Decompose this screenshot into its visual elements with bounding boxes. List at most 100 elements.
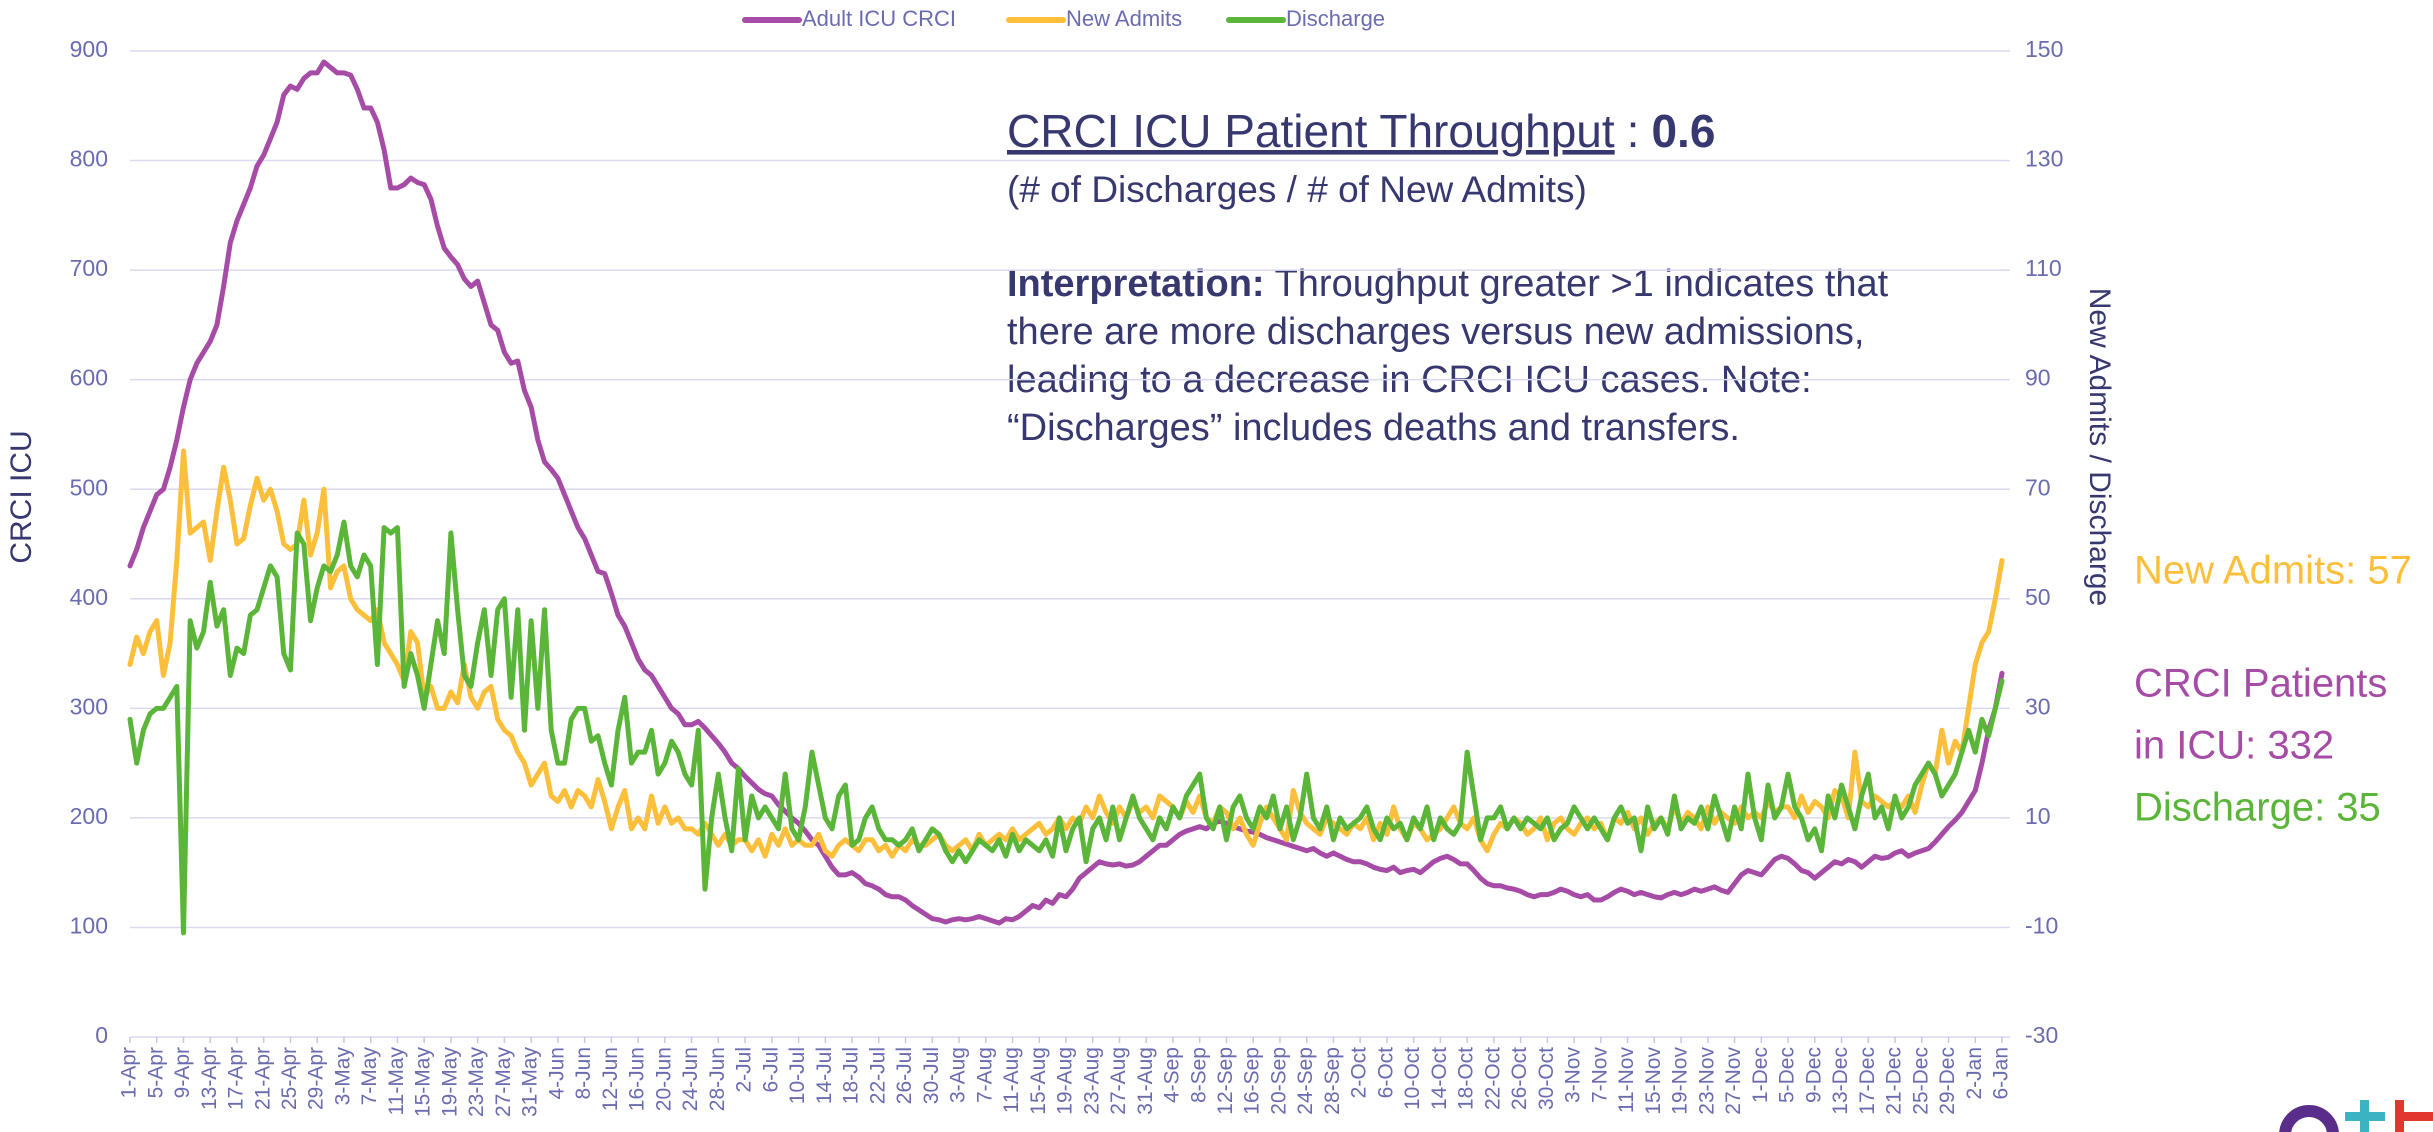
y-tick-label: 300 <box>70 693 108 719</box>
x-tick-label: 20-Jun <box>652 1047 675 1111</box>
y-tick-label: 200 <box>70 803 108 829</box>
x-tick-label: 19-Nov <box>1669 1047 1692 1115</box>
x-tick-label: 15-Nov <box>1642 1047 1665 1115</box>
x-tick-label: 21-Dec <box>1883 1047 1906 1115</box>
x-tick-label: 13-Apr <box>198 1047 221 1110</box>
x-tick-label: 3-Nov <box>1562 1047 1585 1104</box>
x-tick-label: 16-Jun <box>626 1047 649 1111</box>
x-tick-label: 6-Jul <box>759 1047 782 1093</box>
throughput-value: 0.6 <box>1651 105 1715 157</box>
x-tick-label: 2-Jul <box>733 1047 756 1093</box>
series-line <box>127 59 2005 926</box>
x-tick-label: 10-Oct <box>1401 1047 1424 1110</box>
x-tick-label: 8-Sep <box>1187 1047 1210 1103</box>
x-tick-label: 3-May <box>331 1047 354 1106</box>
x-tick-label: 25-Apr <box>278 1047 301 1110</box>
x-tick-label: 15-Aug <box>1027 1047 1050 1115</box>
x-tick-label: 29-Dec <box>1936 1047 1959 1115</box>
side-label-new-admits: New Admits: 57 <box>2134 549 2412 593</box>
x-tick-label: 18-Oct <box>1455 1047 1478 1110</box>
x-tick-label: 23-Aug <box>1080 1047 1103 1115</box>
y-tick-label: 0 <box>95 1022 108 1048</box>
series-line <box>127 519 2005 936</box>
legend-label: New Admits <box>1066 6 1182 31</box>
x-tick-label: 12-Jun <box>599 1047 622 1111</box>
annotation-title: CRCI ICU Patient Throughput:0.6 <box>1007 105 1715 157</box>
x-tick-label: 11-Nov <box>1615 1047 1638 1114</box>
x-tick-label: 13-Dec <box>1829 1047 1852 1115</box>
x-tick-label: 5-Apr <box>144 1047 167 1098</box>
x-tick-label: 12-Sep <box>1214 1047 1237 1115</box>
x-tick-label: 1-Apr <box>118 1047 141 1098</box>
x-tick-label: 28-Jun <box>706 1047 729 1111</box>
y2-tick-label: 10 <box>2025 803 2051 829</box>
x-tick-label: 30-Oct <box>1535 1047 1558 1110</box>
logo <box>2279 1100 2433 1132</box>
x-tick-label: 3-Aug <box>947 1047 970 1103</box>
x-tick-label: 31-May <box>519 1047 542 1118</box>
x-tick-label: 9-Dec <box>1802 1047 1825 1103</box>
x-tick-label: 27-May <box>492 1047 515 1118</box>
x-tick-label: 7-May <box>358 1047 381 1106</box>
x-tick-label: 4-Jun <box>545 1047 568 1100</box>
y-tick-label: 400 <box>70 584 108 610</box>
side-label-patients: CRCI Patients <box>2134 662 2387 706</box>
x-tick-label: 25-Dec <box>1909 1047 1932 1115</box>
x-tick-label: 22-Oct <box>1481 1047 1504 1110</box>
x-tick-label: 29-Apr <box>305 1047 328 1110</box>
y-tick-label: 700 <box>70 255 108 281</box>
x-tick-label: 20-Sep <box>1267 1047 1290 1115</box>
x-tick-label: 26-Oct <box>1508 1047 1531 1110</box>
x-tick-label: 19-Aug <box>1054 1047 1077 1115</box>
x-tick-label: 14-Oct <box>1428 1047 1451 1110</box>
y2-tick-label: 110 <box>2025 255 2062 281</box>
x-tick-label: 27-Aug <box>1107 1047 1130 1115</box>
x-tick-label: 16-Sep <box>1241 1047 1264 1115</box>
x-tick-label: 6-Jan <box>1990 1047 2013 1100</box>
y2-tick-label: -10 <box>2025 913 2058 939</box>
y-tick-label: 100 <box>70 913 108 939</box>
legend-label: Adult ICU CRCI <box>802 6 956 31</box>
logo-bar <box>2395 1112 2433 1121</box>
x-tick-label: 28-Sep <box>1321 1047 1344 1115</box>
x-tick-label: 22-Jul <box>866 1047 889 1104</box>
y-tick-label: 800 <box>70 146 108 172</box>
x-tick-label: 2-Oct <box>1348 1047 1371 1099</box>
interpretation-text: Throughput greater >1 indicates that <box>1275 263 1889 305</box>
y2-tick-label: 90 <box>2025 365 2051 391</box>
x-tick-label: 11-Aug <box>1000 1047 1023 1113</box>
side-label-discharge: Discharge: 35 <box>2134 786 2381 830</box>
x-tick-label: 2-Jan <box>1963 1047 1986 1100</box>
x-tick-label: 21-Apr <box>251 1047 274 1110</box>
x-tick-label: 14-Jul <box>813 1047 836 1104</box>
x-tick-label: 1-Dec <box>1749 1047 1772 1103</box>
x-tick-label: 24-Sep <box>1294 1047 1317 1115</box>
x-tick-label: 9-Apr <box>171 1047 194 1098</box>
y-tick-label: 500 <box>70 474 108 500</box>
interpretation-line: there are more discharges versus new adm… <box>1007 311 1865 353</box>
interpretation-line: Interpretation: Throughput greater >1 ind… <box>1007 263 1889 305</box>
y2-tick-label: 150 <box>2025 36 2063 62</box>
interpretation-line: “Discharges” includes deaths and transfe… <box>1007 407 1740 449</box>
x-tick-label: 17-Apr <box>225 1047 248 1110</box>
x-tick-label: 17-Dec <box>1856 1047 1879 1115</box>
y-axis-title: CRCI ICU <box>5 430 38 563</box>
interpretation-label: Interpretation: <box>1007 263 1265 305</box>
x-tick-label: 6-Oct <box>1374 1047 1397 1099</box>
y2-axis-title: New Admits / Discharge <box>2083 288 2116 606</box>
x-tick-label: 31-Aug <box>1134 1047 1157 1115</box>
y2-tick-label: 130 <box>2025 146 2063 172</box>
separator: : <box>1627 105 1640 157</box>
legend-label: Discharge <box>1286 6 1385 31</box>
side-label-patients: in ICU: 332 <box>2134 724 2334 768</box>
x-tick-label: 23-May <box>465 1047 488 1118</box>
x-tick-label: 11-May <box>385 1047 408 1116</box>
x-tick-label: 18-Jul <box>840 1047 863 1104</box>
x-tick-label: 15-May <box>412 1047 435 1118</box>
annotation-subtitle: (# of Discharges / # of New Admits) <box>1007 169 1587 210</box>
x-tick-label: 26-Jul <box>893 1047 916 1104</box>
y2-tick-label: 30 <box>2025 693 2051 719</box>
y2-tick-label: 70 <box>2025 474 2051 500</box>
y2-tick-label: -30 <box>2025 1022 2058 1048</box>
